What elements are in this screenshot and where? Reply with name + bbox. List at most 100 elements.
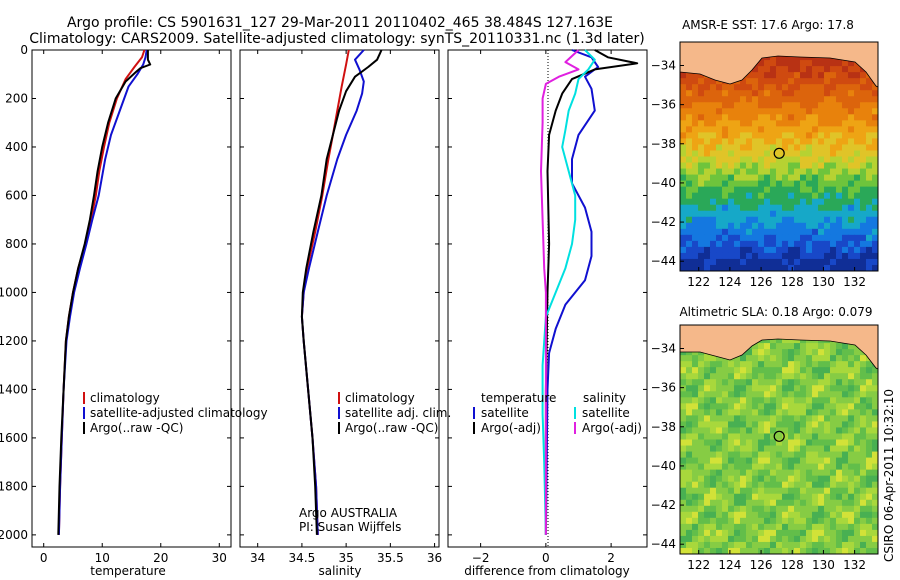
map-cell — [788, 102, 795, 109]
map-cell — [842, 451, 849, 459]
map-cell — [860, 541, 867, 549]
map-cell — [782, 427, 789, 435]
map-cell — [722, 523, 729, 531]
map-cell — [746, 457, 753, 465]
map-cell — [716, 469, 723, 477]
map-cell — [764, 156, 771, 164]
difference-panel: −2 0 2 difference from climatology tempera… — [447, 49, 648, 578]
map-cell — [818, 529, 825, 537]
map-cell — [764, 397, 771, 404]
map-cell — [854, 168, 861, 176]
map-cell — [866, 469, 873, 477]
map-cell — [740, 192, 747, 200]
map-cell — [806, 373, 813, 380]
map-cell — [680, 433, 687, 441]
map-cell — [830, 373, 837, 380]
map-cell — [818, 198, 825, 206]
map-cell — [794, 367, 801, 374]
map-cell — [734, 258, 741, 266]
map-cell — [842, 493, 849, 501]
map-cell — [770, 66, 777, 73]
map-cell — [704, 192, 711, 200]
map-cell — [704, 541, 711, 549]
map-cell — [824, 379, 831, 386]
map-cell — [770, 96, 777, 103]
map-cell — [716, 216, 723, 224]
map-cell — [824, 481, 831, 489]
map-cell — [704, 114, 711, 121]
map-cell — [728, 367, 735, 374]
map-cell — [722, 457, 729, 465]
map-cell — [872, 84, 878, 91]
map-cell — [710, 433, 717, 441]
map-cell — [722, 210, 729, 218]
sst-map-coastline — [680, 42, 878, 88]
map-cell — [830, 174, 837, 182]
map-cell — [752, 234, 759, 242]
map-cell — [782, 409, 789, 416]
map-cell — [692, 409, 699, 416]
map-cell — [782, 529, 789, 537]
map-cell — [728, 258, 735, 266]
map-cell — [788, 264, 795, 271]
map-cell — [848, 457, 855, 465]
map-cell — [746, 517, 753, 525]
map-cell — [704, 84, 711, 91]
map-cell — [722, 433, 729, 441]
map-cell — [818, 415, 825, 423]
map-cell — [860, 517, 867, 525]
map-cell — [842, 415, 849, 423]
map-cell — [818, 90, 825, 97]
map-cell — [776, 234, 783, 242]
map-cell — [782, 132, 789, 140]
map-cell — [848, 168, 855, 176]
map-cell — [788, 252, 795, 260]
map-cell — [860, 90, 867, 97]
map-cell — [800, 102, 807, 109]
map-cell — [734, 114, 741, 121]
map-cell — [728, 493, 735, 501]
map-cell — [764, 246, 771, 254]
map-cell — [716, 246, 723, 254]
map-cell — [842, 457, 849, 465]
map-cell — [824, 66, 831, 73]
map-cell — [824, 349, 831, 356]
map-cell — [818, 373, 825, 380]
map-cell — [842, 445, 849, 453]
map-cell — [692, 216, 699, 224]
map-cell — [842, 210, 849, 218]
map-cell — [836, 162, 843, 170]
map-cell — [866, 523, 873, 531]
map-cell — [842, 246, 849, 254]
map-cell — [722, 391, 729, 398]
y-tick-label: −34 — [651, 341, 676, 355]
map-cell — [836, 421, 843, 429]
map-cell — [746, 535, 753, 543]
map-cell — [746, 192, 753, 200]
map-cell — [866, 168, 873, 176]
y-tick-label: −42 — [651, 215, 676, 229]
map-cell — [722, 403, 729, 410]
map-cell — [812, 96, 819, 103]
map-cell — [830, 78, 837, 85]
map-cell — [710, 126, 717, 133]
map-cell — [782, 114, 789, 121]
map-cell — [770, 210, 777, 218]
map-cell — [698, 264, 705, 271]
map-cell — [818, 258, 825, 266]
x-tick-label: 124 — [718, 275, 741, 289]
map-cell — [764, 132, 771, 140]
map-cell — [824, 439, 831, 447]
map-cell — [818, 457, 825, 465]
map-cell — [872, 162, 878, 170]
map-cell — [800, 505, 807, 513]
map-cell — [686, 493, 693, 501]
map-cell — [830, 198, 837, 206]
map-cell — [704, 421, 711, 429]
map-cell — [782, 96, 789, 103]
map-cell — [860, 463, 867, 471]
map-cell — [788, 409, 795, 416]
map-cell — [752, 210, 759, 218]
map-cell — [800, 493, 807, 501]
map-cell — [770, 403, 777, 410]
